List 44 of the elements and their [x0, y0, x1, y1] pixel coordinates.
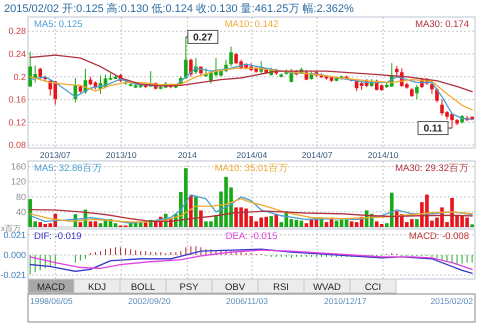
- text: 2006/11/03: [226, 296, 268, 306]
- text: MA10: 0.142: [224, 19, 278, 30]
- y-tick-label: 0.2: [13, 72, 26, 82]
- x-tick-label: 2014/07: [302, 150, 333, 160]
- category-label: KDJ: [88, 282, 106, 293]
- text: 1998/06/05: [30, 296, 73, 306]
- x-tick-label: 2014: [178, 150, 198, 160]
- y-tick-label: 80: [16, 192, 26, 202]
- series-label: DEA: -0.015: [226, 231, 278, 242]
- text: MA5: 32.86百万: [34, 163, 103, 174]
- x-tick-label: 2014/04: [236, 150, 268, 160]
- annotation: 0.11: [424, 124, 443, 135]
- category-label: BOLL: [130, 282, 156, 293]
- text: 2015/02/02: [430, 296, 474, 306]
- series-label: MACD: -0.008: [408, 231, 469, 242]
- category-label: RSI: [273, 282, 289, 293]
- text: MA30: 29.32百万: [395, 163, 469, 174]
- text: 2010/12/17: [324, 296, 367, 306]
- text: MA10: 35.01百万: [214, 163, 288, 174]
- y-tick-label: 40: [16, 206, 26, 217]
- y-tick-label: 0.16: [8, 94, 26, 105]
- annotation: 0.27: [193, 32, 214, 44]
- y-axis-title: x百万: [1, 224, 21, 233]
- text: MA30: 0.174: [415, 19, 469, 30]
- x-tick-label: 2013/07: [40, 150, 71, 160]
- category-label: OBV: [224, 282, 246, 293]
- text: 2002/09/20: [128, 296, 171, 306]
- y-tick-label: 0.08: [8, 140, 26, 150]
- chart-title: 2015/02/02 开:0.125 高:0.130 低:0.124 收:0.130 量:461.25万 幅:2.362%: [4, 2, 354, 15]
- y-tick-label: 160: [10, 162, 26, 172]
- y-tick-label: -0.021: [0, 270, 26, 280]
- y-tick-label: 120: [10, 176, 26, 187]
- text: DIF: -0.019: [34, 231, 82, 242]
- category-label: PSY: [179, 282, 200, 293]
- x-tick-label: 2014/10: [368, 150, 399, 160]
- category-label: WVAD: [313, 282, 342, 293]
- category-label: CCI: [364, 282, 382, 293]
- y-tick-label: 0.24: [8, 49, 26, 60]
- y-tick-label: 0.000: [3, 250, 26, 260]
- y-tick-label: 0.12: [8, 117, 26, 128]
- y-tick-label: 0.28: [8, 26, 26, 36]
- x-tick-label: 2013/10: [106, 150, 137, 160]
- text: MA5: 0.125: [34, 19, 83, 30]
- category-label: MACD: [37, 282, 66, 293]
